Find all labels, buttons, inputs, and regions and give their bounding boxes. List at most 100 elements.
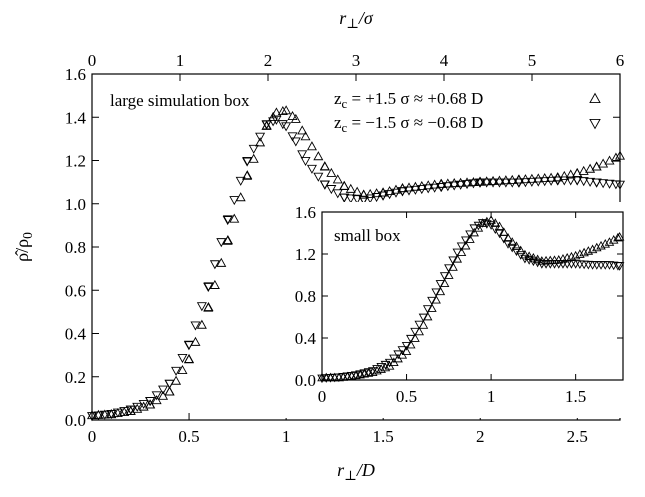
inset-x-tick-label: 1: [487, 387, 496, 406]
point-down: [261, 120, 272, 130]
point-down: [494, 178, 505, 188]
legend-marker: [589, 92, 601, 104]
inset-point-down: [418, 313, 429, 323]
inset-point-up: [486, 215, 496, 224]
x-tick-label: 1.5: [373, 427, 394, 446]
inset-point-up: [524, 251, 534, 260]
point-up: [158, 390, 169, 400]
point-down: [216, 238, 227, 248]
point-down: [319, 180, 330, 190]
inset-point-down: [439, 272, 450, 281]
inset-point-up: [435, 286, 446, 296]
point-down: [209, 260, 220, 270]
inset-point-down: [414, 320, 424, 330]
point-down: [297, 150, 308, 160]
point-down: [365, 194, 376, 204]
inset-point-down: [342, 372, 353, 382]
point-down: [125, 405, 136, 415]
inset-point-up: [596, 240, 606, 250]
y-tick-label: 0.6: [65, 281, 86, 300]
inset-point-up: [469, 227, 479, 237]
point-down: [358, 195, 369, 205]
inset-point-down: [614, 262, 625, 271]
point-down: [235, 176, 246, 186]
point-down: [533, 177, 544, 187]
point-down: [500, 178, 511, 188]
inset-point-up: [427, 303, 437, 312]
point-down: [384, 190, 395, 200]
point-up: [145, 399, 156, 409]
inset-point-down: [452, 248, 463, 258]
inset-x-tick-label: 0: [318, 387, 327, 406]
point-down: [585, 177, 596, 187]
inset-point-up: [401, 346, 412, 355]
inset-point-up: [515, 245, 526, 255]
legend: zc = +1.5 σ ≈ +0.68 Dzc = −1.5 σ ≈ −0.68…: [334, 89, 601, 135]
point-down: [287, 132, 298, 142]
inset-point-down: [465, 230, 475, 240]
point-down: [403, 186, 415, 196]
inset-point-down: [427, 296, 437, 306]
legend-marker: [589, 118, 601, 130]
point-down: [429, 183, 440, 193]
point-down: [378, 191, 389, 201]
point-down: [546, 176, 557, 186]
point-down: [151, 391, 162, 401]
inset-point-up: [583, 246, 594, 255]
point-up: [494, 175, 505, 185]
point-up: [326, 167, 337, 177]
point-up: [164, 386, 175, 396]
inset-point-up: [448, 262, 458, 271]
inset-point-down: [486, 221, 496, 230]
main-panel-label: large simulation box: [110, 91, 250, 110]
inset-point-up: [575, 249, 585, 258]
inset-point-down: [380, 360, 391, 370]
point-down: [436, 182, 447, 192]
x-tick-label: 2.5: [567, 427, 588, 446]
point-up: [313, 151, 324, 161]
inset-y-tick-label: 0.8: [295, 287, 316, 306]
point-up: [209, 279, 220, 289]
point-down: [410, 185, 421, 195]
point-down: [488, 178, 499, 188]
point-down: [481, 178, 492, 188]
point-down: [171, 366, 182, 376]
inset-point-down: [444, 264, 454, 273]
point-down: [106, 410, 117, 420]
point-down: [468, 179, 479, 189]
point-up: [468, 176, 479, 187]
point-down: [442, 182, 453, 192]
inset-point-up: [431, 294, 441, 304]
point-up: [242, 170, 253, 180]
inset-point-down: [346, 371, 357, 381]
point-up: [488, 175, 499, 185]
x2-tick-label: 5: [528, 51, 537, 70]
inset-point-down: [338, 372, 348, 382]
point-down: [190, 321, 201, 331]
point-up: [481, 176, 492, 186]
inset-point-down: [397, 346, 408, 355]
inset-point-down: [490, 225, 501, 235]
inset-point-up: [570, 250, 581, 260]
inset-y-tick-label: 0.0: [295, 371, 316, 390]
inset-point-down: [494, 229, 505, 239]
inset-point-up: [511, 241, 522, 250]
point-down: [552, 176, 563, 186]
point-up: [93, 409, 104, 419]
point-down: [184, 340, 195, 350]
point-down: [345, 194, 356, 204]
inset-point-down: [448, 256, 458, 266]
inset-point-down: [422, 305, 433, 314]
inset-point-down: [456, 242, 467, 252]
inset-point-up: [507, 237, 518, 246]
point-down: [572, 176, 583, 186]
inset-point-up: [528, 252, 539, 262]
y-tick-label: 0.0: [65, 411, 86, 430]
point-up: [565, 169, 576, 179]
point-up: [255, 137, 266, 147]
point-down: [112, 408, 123, 418]
inset-x-tick-label: 0.5: [396, 387, 417, 406]
point-down: [423, 184, 434, 194]
point-down: [313, 172, 324, 182]
legend-entry-label: zc = −1.5 σ ≈ −0.68 D: [334, 113, 483, 135]
